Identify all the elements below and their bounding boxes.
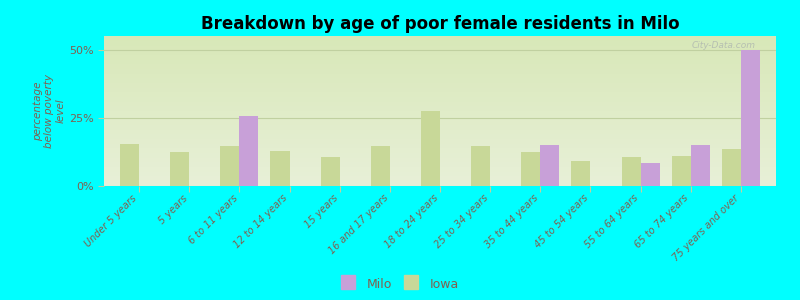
Bar (471, 146, 490, 186)
Bar (421, 111, 440, 186)
Bar (370, 146, 390, 186)
Bar (741, 50, 760, 186)
Bar (540, 145, 559, 186)
Bar (622, 158, 641, 186)
Bar (690, 145, 710, 186)
Bar (239, 116, 258, 186)
Bar (672, 156, 690, 186)
Bar (220, 146, 239, 186)
Y-axis label: percentage
below poverty
level: percentage below poverty level (33, 74, 66, 148)
Bar (120, 144, 139, 186)
Bar (722, 149, 741, 186)
Bar (270, 151, 290, 186)
Title: Breakdown by age of poor female residents in Milo: Breakdown by age of poor female resident… (201, 15, 679, 33)
Bar (321, 158, 340, 186)
Text: City-Data.com: City-Data.com (692, 40, 756, 50)
Bar (522, 152, 540, 186)
Bar (571, 161, 590, 186)
Bar (170, 152, 190, 186)
Legend: Milo, Iowa: Milo, Iowa (342, 278, 458, 291)
Bar (641, 163, 660, 186)
